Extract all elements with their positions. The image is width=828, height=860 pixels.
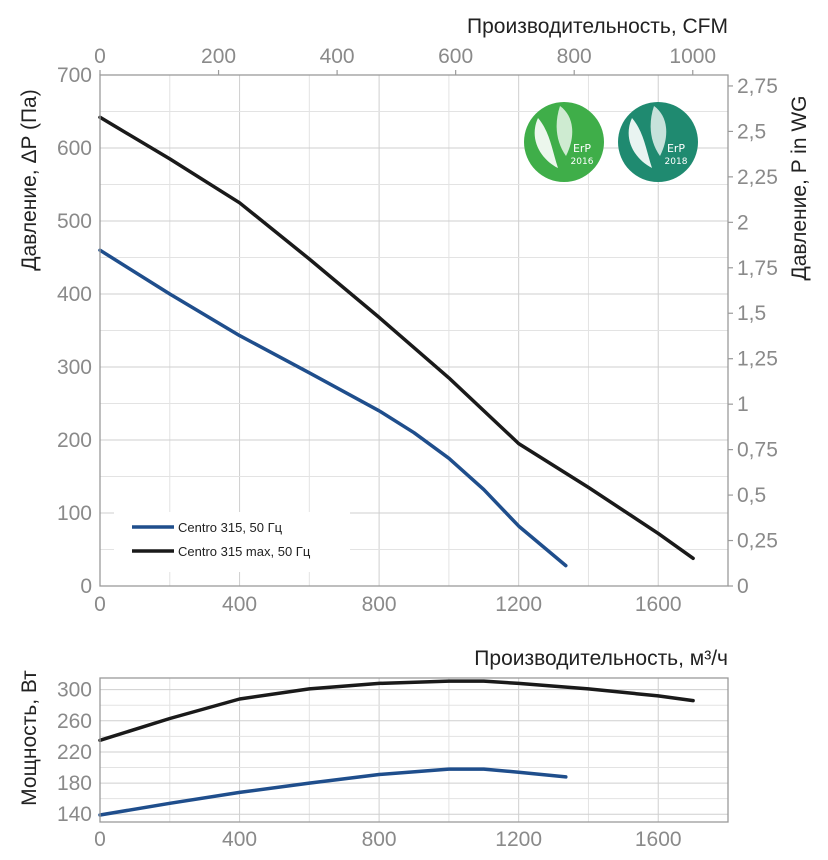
- erp-2018-badge-line2: 2018: [665, 157, 688, 167]
- leaf-icon: [556, 106, 573, 156]
- power-x-tick-label: 400: [222, 828, 257, 851]
- grid: [100, 75, 728, 822]
- right-y-tick-label: 2,75: [737, 75, 778, 98]
- top-x-tick-label: 400: [320, 45, 355, 68]
- right-y-axis-title: Давление, P in WG: [788, 96, 811, 281]
- power-x-tick-label: 0: [94, 828, 106, 851]
- top-x-tick-label: 600: [438, 45, 473, 68]
- x-tick-label: 1600: [635, 593, 682, 616]
- top-x-tick-label: 800: [557, 45, 592, 68]
- top-x-tick-label: 200: [201, 45, 236, 68]
- power-y-tick-label: 260: [57, 710, 92, 733]
- power-y-tick-label: 220: [57, 741, 92, 764]
- x-tick-label: 400: [222, 593, 257, 616]
- pressure-curve-centro-315: [98, 248, 568, 568]
- erp-2018-badge-line1: ErP: [667, 142, 685, 155]
- right-y-tick-label: 2: [737, 211, 749, 234]
- power-x-axis-title: Производительность, м³/ч: [474, 647, 728, 670]
- plot-frames: [99, 74, 729, 823]
- x-tick-label: 0: [94, 593, 106, 616]
- left-y-tick-label: 400: [57, 283, 92, 306]
- legend-label-centro-315: Centro 315, 50 Гц: [178, 520, 283, 535]
- leaf-icon: [628, 118, 652, 168]
- left-y-tick-label: 700: [57, 64, 92, 87]
- right-y-tick-label: 0: [737, 575, 749, 598]
- left-y-axis-title: Давление, ΔP (Па): [18, 89, 41, 270]
- right-y-tick-label: 1,25: [737, 348, 778, 371]
- legend-background: [114, 512, 350, 572]
- right-y-tick-label: 2,5: [737, 120, 766, 143]
- pressure-curve-centro-315-max: [98, 115, 695, 561]
- erp-2016-badge-line1: ErP: [573, 142, 591, 155]
- right-y-tick-label: 0,75: [737, 439, 778, 462]
- power-y-tick-label: 180: [57, 772, 92, 795]
- right-y-tick-label: 1,5: [737, 302, 766, 325]
- leaf-icon: [650, 106, 667, 156]
- power-plot-frame: [99, 677, 729, 823]
- power-x-tick-label: 1200: [495, 828, 542, 851]
- right-y-tick-label: 1: [737, 393, 749, 416]
- top-x-tick-label: 1000: [669, 45, 716, 68]
- power-x-tick-label: 800: [362, 828, 397, 851]
- left-y-tick-label: 300: [57, 356, 92, 379]
- x-tick-label: 1200: [495, 593, 542, 616]
- power-x-tick-label: 1600: [635, 828, 682, 851]
- legend: Centro 315, 50 Гц Centro 315 max, 50 Гц: [114, 512, 350, 572]
- x-tick-label: 800: [362, 593, 397, 616]
- legend-label-centro-315-max: Centro 315 max, 50 Гц: [178, 544, 311, 559]
- left-y-tick-label: 500: [57, 210, 92, 233]
- power-y-tick-label: 140: [57, 803, 92, 826]
- right-y-tick-label: 0,5: [737, 484, 766, 507]
- series-lines: [98, 115, 695, 817]
- power-curve-centro-315: [98, 767, 568, 817]
- pressure-plot-frame: [99, 74, 729, 587]
- top-x-axis-title: Производительность, CFM: [467, 15, 728, 38]
- top-x-tick-label: 0: [94, 45, 106, 68]
- left-y-tick-label: 0: [80, 575, 92, 598]
- left-y-tick-label: 200: [57, 429, 92, 452]
- power-y-axis-title: Мощность, Вт: [18, 670, 41, 806]
- erp-2018-badge: ErP 2018: [618, 102, 698, 182]
- right-y-tick-label: 2,25: [737, 166, 778, 189]
- right-y-tick-label: 0,25: [737, 530, 778, 553]
- leaf-icon: [534, 118, 558, 168]
- left-y-tick-label: 600: [57, 137, 92, 160]
- erp-2016-badge: ErP 2016: [524, 102, 604, 182]
- left-y-tick-label: 100: [57, 502, 92, 525]
- power-curve-centro-315-max: [98, 679, 695, 743]
- right-y-tick-label: 1,75: [737, 257, 778, 280]
- power-y-tick-label: 300: [57, 679, 92, 702]
- erp-2016-badge-line2: 2016: [571, 157, 594, 167]
